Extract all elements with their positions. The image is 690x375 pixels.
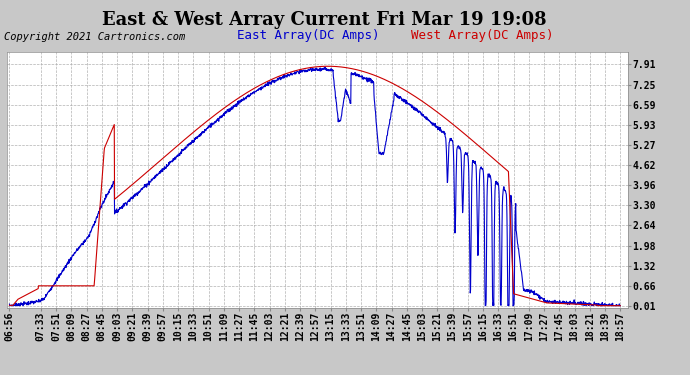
Text: Copyright 2021 Cartronics.com: Copyright 2021 Cartronics.com bbox=[4, 32, 185, 42]
Text: West Array(DC Amps): West Array(DC Amps) bbox=[411, 29, 553, 42]
Text: East Array(DC Amps): East Array(DC Amps) bbox=[237, 29, 380, 42]
Text: East & West Array Current Fri Mar 19 19:08: East & West Array Current Fri Mar 19 19:… bbox=[102, 11, 546, 29]
